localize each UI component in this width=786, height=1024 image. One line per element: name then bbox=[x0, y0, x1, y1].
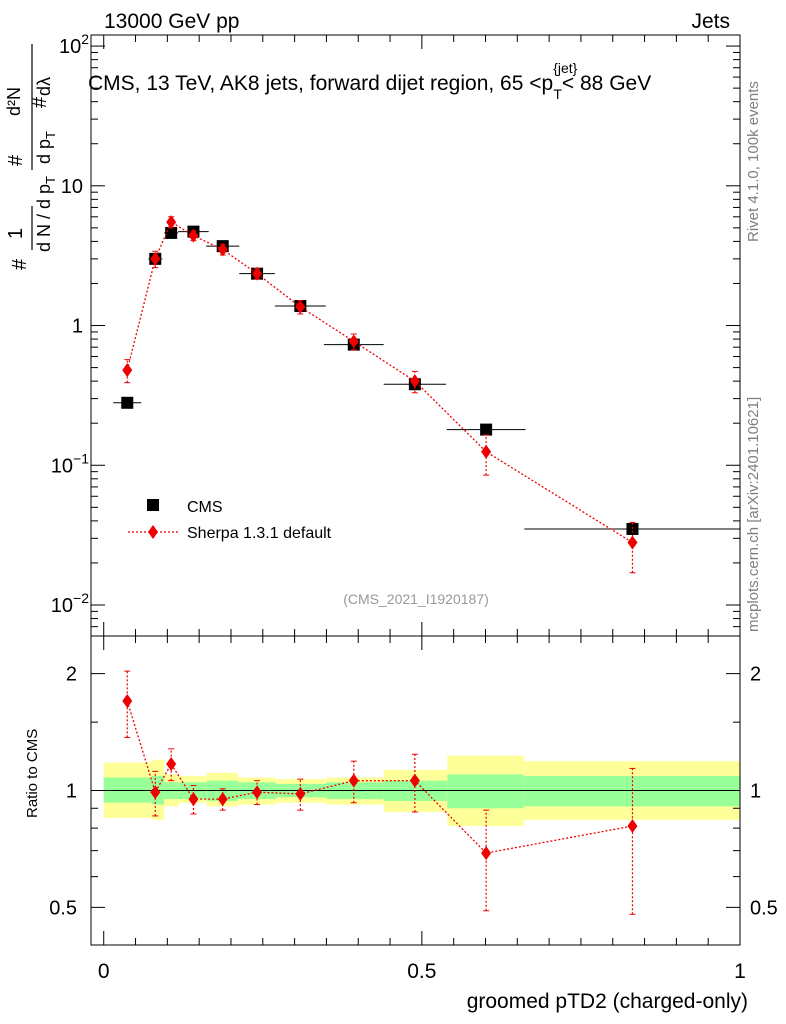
legend-cms-label: CMS bbox=[187, 499, 223, 516]
main-ylabel: # 1 d N / d pT # d²N d pT dλ # bbox=[4, 44, 58, 270]
tick-exp: −2 bbox=[73, 590, 89, 606]
cms-point bbox=[480, 423, 493, 436]
x-tick-label: 1 bbox=[734, 960, 746, 983]
main-y-tick-label: 10−1 bbox=[51, 450, 89, 477]
ratio-plot-marks bbox=[122, 670, 638, 915]
ratio-y-tick-label: 1 bbox=[66, 781, 77, 803]
cms-point bbox=[121, 396, 134, 409]
ratio-band-inner bbox=[447, 774, 524, 809]
ratio-sherpa-point bbox=[627, 819, 638, 834]
x-tick-label: 0.5 bbox=[407, 960, 436, 983]
sherpa-point bbox=[166, 215, 177, 230]
sherpa-point bbox=[409, 374, 420, 389]
ratio-y-tick-label-right: 2 bbox=[750, 664, 761, 686]
ylabel-denominator: d N / d pT bbox=[34, 176, 58, 252]
ratio-sherpa-point bbox=[122, 694, 133, 709]
main-plot-frame bbox=[90, 34, 741, 637]
rivet-side-label: Rivet 4.1.0, 100k events bbox=[745, 81, 762, 242]
ylabel-hash-2: # bbox=[5, 154, 27, 166]
main-y-tick-label: 102 bbox=[59, 31, 89, 58]
ratio-sherpa-point bbox=[409, 773, 420, 788]
ylabel-denominator-sub: T bbox=[43, 176, 58, 184]
ratio-y-tick-label-right: 0.5 bbox=[750, 897, 778, 919]
main-plot-marks bbox=[113, 215, 741, 574]
mcplots-side-label: mcplots.cern.ch [arXiv:2401.10621] bbox=[745, 396, 762, 632]
ratio-y-tick-label: 0.5 bbox=[49, 897, 77, 919]
ylabel-numerator: 1 bbox=[5, 228, 27, 239]
plot-title-main: CMS, 13 TeV, AK8 jets, forward dijet reg… bbox=[88, 72, 553, 95]
tick-base: 10 bbox=[59, 36, 81, 58]
x-axis-label: groomed pTD2 (charged-only) bbox=[467, 990, 748, 1013]
legend-sherpa-marker bbox=[148, 525, 158, 539]
sherpa-point bbox=[150, 251, 161, 266]
sherpa-point bbox=[252, 266, 263, 281]
plot-title-end: < 88 GeV bbox=[562, 72, 651, 95]
x-tick-label: 0 bbox=[98, 960, 110, 983]
ratio-ylabel-wrap: Ratio to CMS bbox=[24, 729, 41, 818]
ratio-sherpa-point bbox=[348, 773, 359, 788]
legend: CMS Sherpa 1.3.1 default bbox=[128, 499, 332, 542]
ratio-sherpa-point bbox=[295, 786, 306, 801]
ylabel-dpt: d pT bbox=[34, 131, 58, 164]
sherpa-point bbox=[295, 299, 306, 314]
tick-exp: −1 bbox=[73, 450, 89, 466]
ratio-sherpa-point bbox=[150, 785, 161, 800]
sherpa-point bbox=[627, 535, 638, 550]
ratio-sherpa-point bbox=[252, 785, 263, 800]
sherpa-point bbox=[217, 242, 228, 257]
plot-title: CMS, 13 TeV, AK8 jets, forward dijet reg… bbox=[88, 60, 651, 102]
ratio-y-tick-label-right: 1 bbox=[750, 781, 761, 803]
tick-exp: 2 bbox=[81, 31, 89, 47]
ratio-sherpa-point bbox=[481, 846, 492, 861]
tick-base: 10 bbox=[51, 595, 73, 617]
ratio-sherpa-point bbox=[188, 792, 199, 807]
ylabel-dpt-sub: T bbox=[43, 131, 58, 139]
ylabel-denominator-text: d N / d p bbox=[34, 184, 54, 252]
cms-point bbox=[626, 522, 639, 535]
tick-base: 10 bbox=[51, 455, 73, 477]
ratio-sherpa-point bbox=[217, 792, 228, 807]
plot-title-sub: T bbox=[553, 86, 562, 102]
legend-sherpa-label: Sherpa 1.3.1 default bbox=[187, 525, 332, 542]
header-right: Jets bbox=[691, 10, 730, 33]
analysis-watermark: (CMS_2021_I1920187) bbox=[343, 591, 489, 607]
ratio-band-inner bbox=[523, 775, 740, 807]
main-y-tick-label: 10 bbox=[61, 176, 83, 198]
main-y-tick-label: 10−2 bbox=[51, 590, 89, 617]
sherpa-line bbox=[126, 221, 633, 544]
legend-cms-marker bbox=[147, 499, 159, 511]
sherpa-point bbox=[122, 363, 133, 378]
ratio-uncertainty-bands bbox=[103, 755, 740, 827]
ratio-sherpa-point bbox=[166, 757, 177, 772]
sherpa-point bbox=[481, 444, 492, 459]
ylabel-dpt-text: d p bbox=[34, 139, 54, 164]
header-left: 13000 GeV pp bbox=[104, 10, 239, 33]
ratio-axes: 0.5 0.5 1 1 2 2 0 0.5 1 bbox=[49, 636, 778, 983]
sherpa-point bbox=[188, 228, 199, 243]
ratio-y-tick-label: 2 bbox=[66, 664, 77, 686]
main-y-tick-label: 1 bbox=[72, 316, 83, 338]
sherpa-point bbox=[348, 334, 359, 349]
ylabel-d2n: d²N bbox=[4, 87, 24, 116]
plot-title-sup: {jet} bbox=[553, 60, 577, 76]
ylabel-hash-3: # bbox=[29, 96, 51, 108]
ylabel-dlambda: dλ bbox=[34, 77, 54, 96]
ylabel-hash-1: # bbox=[9, 258, 31, 270]
ratio-ylabel: Ratio to CMS bbox=[24, 729, 41, 818]
cms-point bbox=[165, 226, 178, 239]
